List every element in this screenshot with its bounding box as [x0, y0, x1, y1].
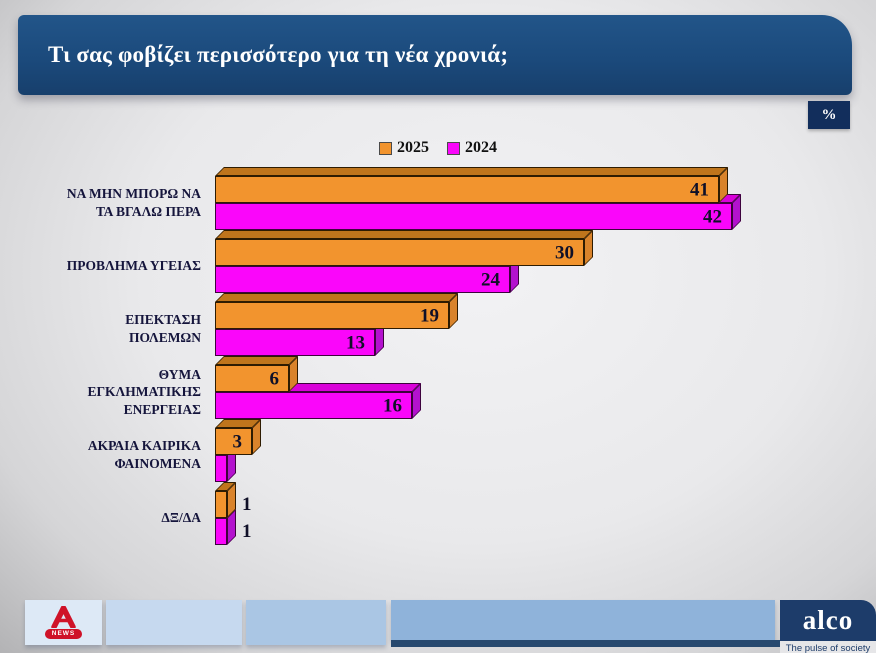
bar-2024: 24	[215, 257, 519, 293]
value-label: 41	[690, 179, 709, 200]
bar-2025: 30	[215, 230, 593, 266]
category-label: ΔΞ/ΔΑ	[161, 510, 201, 526]
title-bar: Τι σας φοβίζει περισσότερο για τη νέα χρ…	[18, 15, 852, 95]
value-label: 42	[703, 206, 722, 227]
bar-chart: ΝΑ ΜΗΝ ΜΠΟΡΩ ΝΑ ΤΑ ΒΓΑΛΩ ΠΕΡΑ 41 42 ΠΡΟΒΛΗΜ…	[0, 167, 800, 554]
bar-2024: 16	[215, 383, 421, 419]
bar-top-face	[215, 167, 728, 176]
category-label: ΕΠΕΚΤΑΣΗ ΠΟΛΕΜΩΝ	[125, 312, 201, 345]
bar-2025: 19	[215, 293, 458, 329]
chart-row: ΠΡΟΒΛΗΜΑ ΥΓΕΙΑΣ 30 24	[0, 230, 800, 293]
value-label: 30	[555, 242, 574, 263]
bar-top-face	[215, 293, 458, 302]
bar-2024: 42	[215, 194, 741, 230]
legend-label-2025: 2025	[397, 139, 429, 156]
value-label: 1	[242, 494, 252, 515]
bar-2024	[215, 446, 236, 482]
value-label: 16	[383, 395, 402, 416]
alco-wordmark: alco	[780, 600, 876, 641]
legend-item-2025: 2025	[379, 139, 429, 157]
alco-logo: alco The pulse of society	[780, 600, 876, 653]
footer-panel-2	[106, 600, 242, 645]
value-label: 6	[269, 368, 280, 389]
chart-row: ΘΥΜΑ ΕΓΚΛΗΜΑΤΙΚΗΣ ΕΝΕΡΓΕΙΑΣ 6 16	[0, 356, 800, 419]
percent-unit-badge: %	[808, 101, 850, 129]
bar-top-face	[215, 230, 593, 239]
legend-label-2024: 2024	[465, 139, 497, 156]
value-label: 1	[242, 521, 252, 542]
bar-2024: 13	[215, 320, 384, 356]
value-label: 24	[481, 269, 500, 290]
bar-2025: 41	[215, 167, 728, 203]
chart-row: ΑΚΡΑΙΑ ΚΑΙΡΙΚΑ ΦΑΙΝΟΜΕΝΑ 3	[0, 419, 800, 482]
legend-swatch-2024-icon	[447, 141, 460, 155]
bar-2025: 6	[215, 356, 298, 392]
alco-tagline: The pulse of society	[780, 641, 876, 653]
chart-row: ΔΞ/ΔΑ 1 1	[0, 482, 800, 545]
bar-2025	[215, 482, 236, 518]
chart-row: ΕΠΕΚΤΑΣΗ ΠΟΛΕΜΩΝ 19 13	[0, 293, 800, 356]
footer-panel-3	[246, 600, 386, 645]
footer-panel-4	[391, 600, 775, 640]
legend-item-2024: 2024	[447, 139, 497, 157]
alpha-a-icon	[51, 606, 76, 629]
legend-swatch-2025-icon	[379, 141, 392, 155]
category-label: ΘΥΜΑ ΕΓΚΛΗΜΑΤΙΚΗΣ ΕΝΕΡΓΕΙΑΣ	[87, 366, 201, 417]
value-label: 19	[420, 305, 439, 326]
value-label: 3	[232, 431, 243, 452]
category-label: ΠΡΟΒΛΗΜΑ ΥΓΕΙΑΣ	[66, 258, 201, 274]
bar-2025: 3	[215, 419, 261, 455]
page-title: Τι σας φοβίζει περισσότερο για τη νέα χρ…	[48, 42, 509, 67]
category-label: ΑΚΡΑΙΑ ΚΑΙΡΙΚΑ ΦΑΙΝΟΜΕΝΑ	[87, 438, 201, 471]
footer-panel-alpha: NEWS	[25, 600, 102, 645]
footer-navy-strip	[391, 640, 876, 647]
bar-2024	[215, 509, 236, 545]
chart-row: ΝΑ ΜΗΝ ΜΠΟΡΩ ΝΑ ΤΑ ΒΓΑΛΩ ΠΕΡΑ 41 42	[0, 167, 800, 230]
chart-legend: 2025 2024	[0, 139, 876, 157]
category-label: ΝΑ ΜΗΝ ΜΠΟΡΩ ΝΑ ΤΑ ΒΓΑΛΩ ΠΕΡΑ	[66, 186, 201, 219]
alpha-news-pill: NEWS	[44, 629, 83, 639]
alpha-news-logo: NEWS	[44, 606, 83, 639]
bar-top-face	[215, 356, 298, 365]
value-label: 13	[346, 332, 365, 353]
